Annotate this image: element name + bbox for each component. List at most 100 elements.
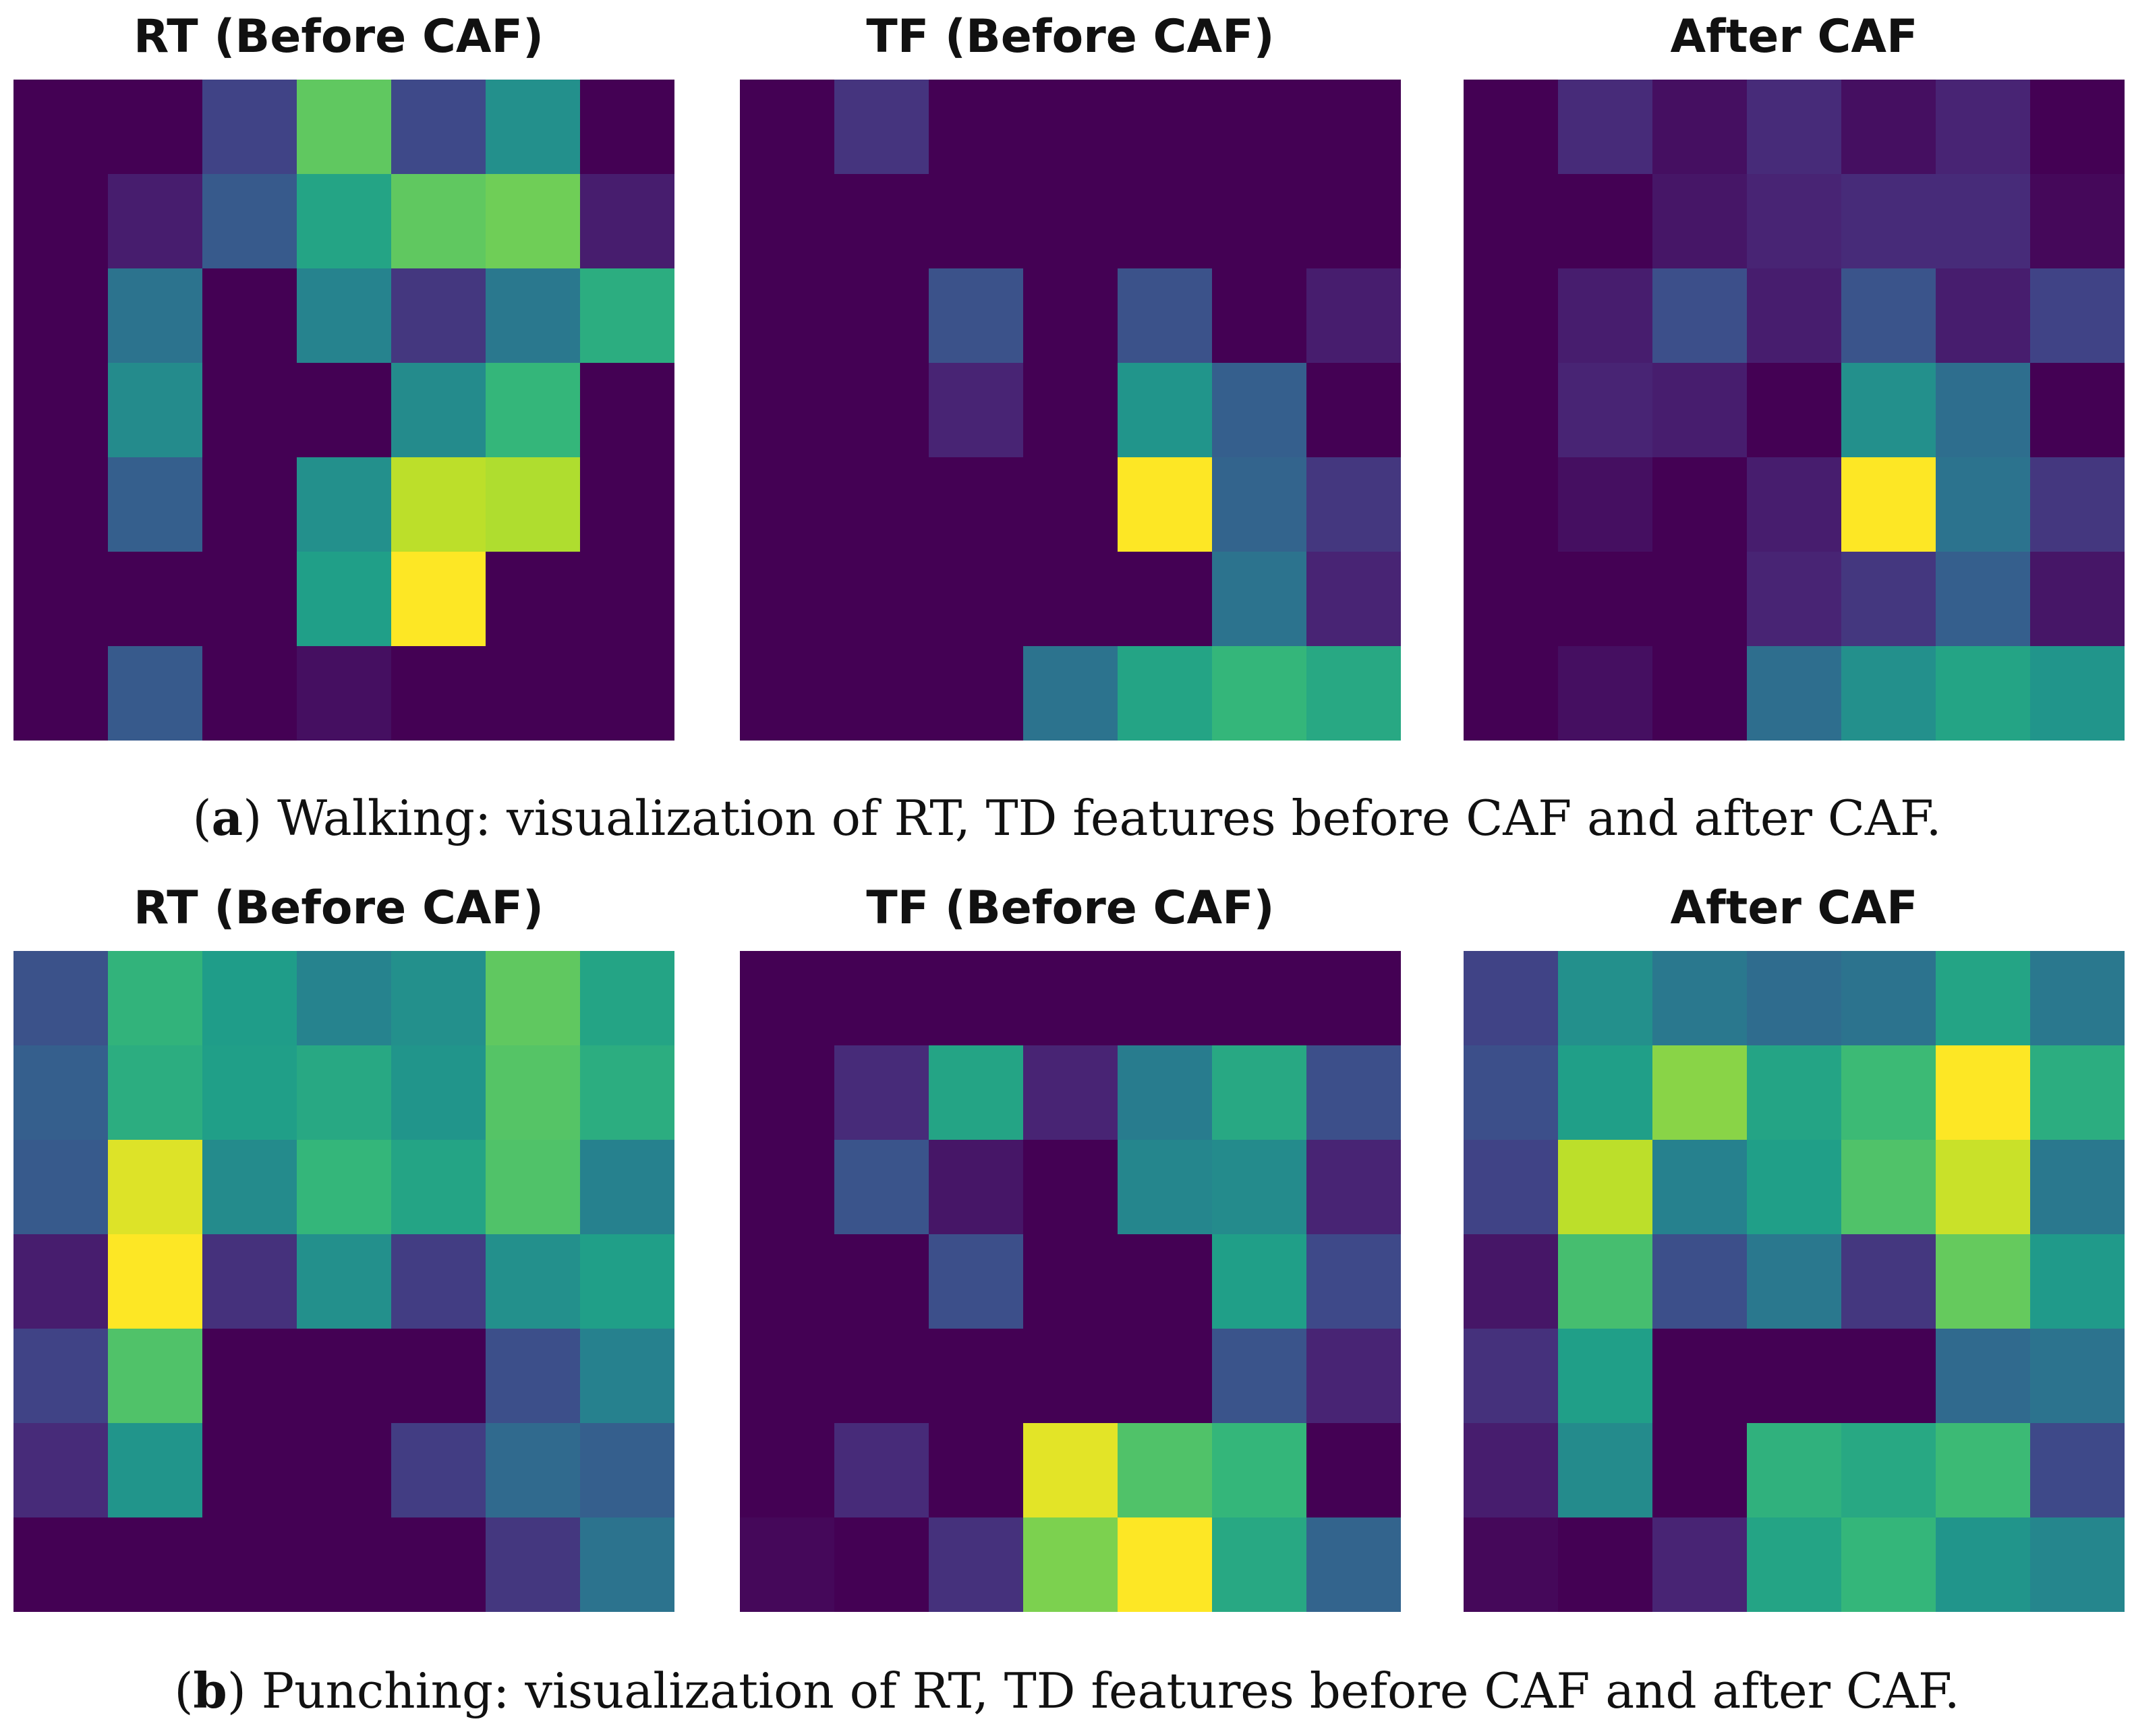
heatmap-punching-after-cell-r2-c0 [1464,1140,1559,1235]
heatmap-walking-tf-cell-r5-c2 [929,552,1024,647]
heatmap-punching-after-cell-r4-c0 [1464,1329,1559,1424]
heatmap-punching-after-cell-r4-c3 [1747,1329,1842,1424]
heatmap-walking-after-cell-r3-c2 [1652,363,1748,458]
caption-letter-b: b [193,1662,227,1719]
heatmap-punching-rt-cell-r5-c6 [580,1423,674,1518]
heatmap-walking-rt-cell-r3-c3 [297,363,392,458]
heatmap-punching-rt-cell-r6-c5 [486,1517,581,1612]
heatmap-punching-after-cell-r1-c3 [1747,1045,1842,1140]
heatmap-walking-after-cell-r2-c4 [1841,268,1936,364]
heatmap-walking-rt-cell-r0-c3 [297,80,392,175]
heatmap-punching-rt-cell-r4-c4 [391,1329,486,1424]
heatmap-walking-tf-cell-r3-c0 [740,363,835,458]
heatmap-punching-after-cell-r0-c2 [1652,951,1748,1046]
heatmap-walking-after-cell-r5-c2 [1652,552,1748,647]
heatmap-punching-after-cell-r3-c6 [2030,1234,2125,1329]
heatmap-punching-after [1464,951,2125,1612]
heatmap-walking-rt-cell-r1-c6 [580,174,674,269]
heatmap-walking-tf-cell-r0-c1 [834,80,929,175]
heatmap-punching-after-cell-r0-c3 [1747,951,1842,1046]
heatmap-punching-tf-cell-r4-c3 [1023,1329,1118,1424]
heatmap-walking-tf-cell-r3-c4 [1118,363,1213,458]
heatmap-punching-rt-cell-r0-c2 [202,951,297,1046]
heatmap-punching-after-cell-r6-c4 [1841,1517,1936,1612]
heatmap-punching-rt-cell-r6-c3 [297,1517,392,1612]
heatmap-punching-rt-cell-r1-c5 [486,1045,581,1140]
heatmap-punching-after-cell-r5-c4 [1841,1423,1936,1518]
heatmap-walking-after-cell-r2-c2 [1652,268,1748,364]
heatmap-walking-tf-cell-r0-c2 [929,80,1024,175]
heatmap-walking-tf-cell-r4-c3 [1023,457,1118,552]
heatmap-walking-after-cell-r6-c5 [1936,646,2031,741]
heatmap-punching-tf-cell-r3-c1 [834,1234,929,1329]
heatmap-walking-tf-cell-r6-c2 [929,646,1024,741]
heatmap-punching-after-cell-r4-c1 [1558,1329,1653,1424]
heatmap-punching-after-cell-r5-c5 [1936,1423,2031,1518]
heatmap-punching-tf-cell-r0-c1 [834,951,929,1046]
heatmap-punching-tf [740,951,1401,1612]
heatmap-walking-after-cell-r1-c1 [1558,174,1653,269]
heatmap-punching-tf-cell-r3-c5 [1212,1234,1307,1329]
heatmap-walking-after-cell-r0-c0 [1464,80,1559,175]
heatmap-punching-after-cell-r3-c1 [1558,1234,1653,1329]
heatmap-punching-rt-cell-r3-c1 [108,1234,203,1329]
heatmap-punching-after-cell-r6-c5 [1936,1517,2031,1612]
heatmap-walking-after-cell-r4-c0 [1464,457,1559,552]
heatmap-walking-after-cell-r0-c3 [1747,80,1842,175]
heatmap-walking-rt-cell-r0-c1 [108,80,203,175]
heatmap-walking-tf-cell-r1-c6 [1306,174,1401,269]
heatmap-punching-rt-cell-r4-c6 [580,1329,674,1424]
heatmap-punching-rt-cell-r4-c1 [108,1329,203,1424]
heatmap-punching-tf-cell-r2-c0 [740,1140,835,1235]
heatmap-punching-tf-cell-r1-c0 [740,1045,835,1140]
heatmap-punching-rt-cell-r2-c5 [486,1140,581,1235]
heatmap-walking-after-cell-r5-c0 [1464,552,1559,647]
heatmap-walking-after-cell-r4-c4 [1841,457,1936,552]
heatmap-walking-tf-cell-r2-c5 [1212,268,1307,364]
heatmap-walking-rt-cell-r6-c3 [297,646,392,741]
heatmap-walking-tf-cell-r5-c3 [1023,552,1118,647]
heatmap-walking-after-cell-r4-c5 [1936,457,2031,552]
heatmap-walking-after-cell-r3-c0 [1464,363,1559,458]
heatmap-walking-after-cell-r2-c0 [1464,268,1559,364]
heatmap-punching-tf-cell-r5-c4 [1118,1423,1213,1518]
heatmap-punching-rt-cell-r5-c4 [391,1423,486,1518]
heatmap-walking-tf-cell-r1-c4 [1118,174,1213,269]
heatmap-punching-rt-cell-r5-c2 [202,1423,297,1518]
heatmap-punching-after-cell-r6-c2 [1652,1517,1748,1612]
heatmap-punching-rt-cell-r1-c1 [108,1045,203,1140]
heatmap-walking-tf-cell-r0-c6 [1306,80,1401,175]
heatmap-punching-tf-cell-r2-c3 [1023,1140,1118,1235]
heatmap-punching-tf-cell-r5-c5 [1212,1423,1307,1518]
heatmap-walking-after-cell-r2-c3 [1747,268,1842,364]
heatmap-punching-rt-cell-r1-c2 [202,1045,297,1140]
caption-letter-a: a [211,789,243,846]
heatmap-punching-after-cell-r4-c2 [1652,1329,1748,1424]
heatmap-walking-after-cell-r1-c0 [1464,174,1559,269]
heatmap-punching-after-cell-r3-c5 [1936,1234,2031,1329]
heatmap-walking-tf-cell-r0-c4 [1118,80,1213,175]
heatmap-punching-tf-cell-r5-c2 [929,1423,1024,1518]
heatmap-walking-tf-cell-r6-c5 [1212,646,1307,741]
heatmap-walking-tf-cell-r4-c2 [929,457,1024,552]
heatmap-punching-tf-cell-r0-c5 [1212,951,1307,1046]
heatmap-punching-after-cell-r6-c6 [2030,1517,2125,1612]
heatmap-walking-rt-cell-r4-c4 [391,457,486,552]
heatmap-punching-tf-cell-r2-c6 [1306,1140,1401,1235]
heatmap-walking-rt-cell-r6-c0 [13,646,109,741]
heatmap-walking-tf-cell-r4-c4 [1118,457,1213,552]
heatmap-walking-tf-cell-r5-c5 [1212,552,1307,647]
heatmap-walking-tf-cell-r3-c1 [834,363,929,458]
heatmap-punching-after-cell-r3-c4 [1841,1234,1936,1329]
heatmap-punching-after-cell-r5-c2 [1652,1423,1748,1518]
heatmap-walking-tf-cell-r4-c0 [740,457,835,552]
heatmap-walking-tf-cell-r0-c5 [1212,80,1307,175]
heatmap-walking-rt-cell-r5-c4 [391,552,486,647]
heatmap-punching-tf-cell-r5-c1 [834,1423,929,1518]
caption-walking: (a) Walking: visualization of RT, TD fea… [192,789,1942,846]
heatmap-walking-tf-cell-r6-c0 [740,646,835,741]
heatmap-walking-rt-cell-r0-c0 [13,80,109,175]
heatmap-walking-rt-cell-r0-c2 [202,80,297,175]
heatmap-walking-rt-cell-r1-c0 [13,174,109,269]
heatmap-walking-after-cell-r3-c3 [1747,363,1842,458]
